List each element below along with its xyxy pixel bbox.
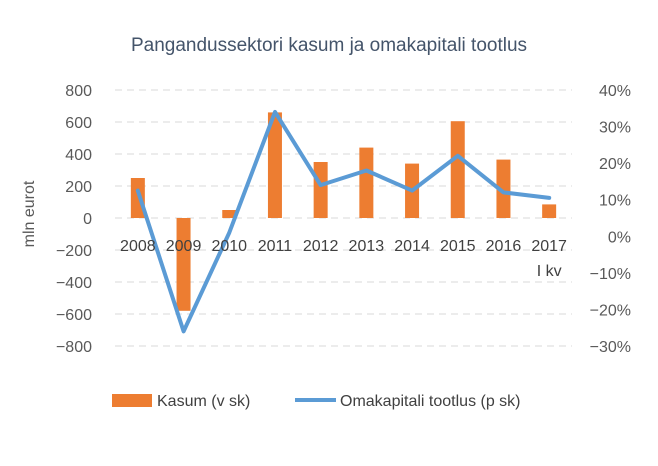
- x-tick-sublabel: I kv: [537, 263, 562, 280]
- right-tick-label: 20%: [599, 156, 631, 173]
- bar-series: [130, 112, 557, 311]
- right-tick-label: −30%: [590, 339, 631, 356]
- x-tick-label: 2017: [531, 238, 567, 255]
- x-tick-label: 2010: [211, 238, 247, 255]
- legend-label-omakapitali-tootlus: Omakapitali tootlus (p sk): [340, 393, 521, 410]
- right-tick-label: −10%: [590, 266, 631, 283]
- right-axis: 40% 30% 20% 10% 0% −10% −20% −30%: [590, 83, 631, 356]
- left-tick-label: −600: [56, 307, 92, 324]
- line-point-2010: [228, 232, 230, 234]
- legend-label-kasum: Kasum (v sk): [157, 393, 250, 410]
- line-point-2016: [502, 191, 504, 193]
- left-tick-label: −400: [56, 275, 92, 292]
- left-tick-label: 800: [65, 83, 92, 100]
- line-point-2011: [274, 111, 276, 113]
- right-tick-label: −20%: [590, 302, 631, 319]
- y-axis-label: mln eurot: [21, 180, 38, 247]
- bar-2015: [450, 121, 465, 218]
- left-tick-label: 200: [65, 179, 92, 196]
- right-tick-label: 30%: [599, 120, 631, 137]
- x-tick-label: 2016: [486, 238, 522, 255]
- bar-2009: [176, 218, 191, 311]
- x-tick-label: 2015: [440, 238, 476, 255]
- right-tick-label: 0%: [608, 229, 631, 246]
- x-tick-label: 2013: [349, 238, 385, 255]
- right-tick-label: 40%: [599, 83, 631, 100]
- bar-2012: [313, 162, 328, 218]
- left-tick-label: −200: [56, 243, 92, 260]
- line-point-2009: [183, 330, 185, 332]
- x-axis: 2008 2009 2010 2011 2012 2013 2014 2015 2016 2017…: [120, 238, 567, 280]
- line-point-2017: [548, 197, 550, 199]
- line-series: [135, 109, 552, 334]
- bar-2017: [542, 204, 557, 218]
- legend: Kasum (v sk) Omakapitali tootlus (p sk): [112, 393, 521, 410]
- right-tick-label: 10%: [599, 193, 631, 210]
- line-point-2012: [320, 184, 322, 186]
- left-tick-label: 600: [65, 115, 92, 132]
- chart-title: Pangandussektori kasum ja omakapitali to…: [131, 35, 527, 56]
- bar-2010: [222, 210, 237, 218]
- left-tick-label: −800: [56, 339, 92, 356]
- line-point-2013: [365, 169, 367, 171]
- left-tick-label: 400: [65, 147, 92, 164]
- bar-2011: [267, 112, 282, 218]
- bar-2016: [496, 159, 511, 218]
- line-point-2015: [457, 155, 459, 157]
- gridlines: [115, 89, 572, 347]
- x-tick-label: 2011: [258, 238, 293, 255]
- bar-2008: [130, 178, 145, 218]
- x-tick-label: 2014: [394, 238, 430, 255]
- x-tick-label: 2008: [120, 238, 156, 255]
- line-omakapitali-tootlus: [135, 109, 552, 334]
- legend-swatch-kasum: [112, 394, 152, 407]
- line-point-2008: [137, 190, 139, 192]
- x-tick-label: 2012: [303, 238, 339, 255]
- left-axis: 800 600 400 200 0 −200 −400 −600 −800: [56, 83, 92, 356]
- x-tick-label: 2009: [166, 238, 202, 255]
- bar-2013: [359, 147, 374, 218]
- left-tick-label: 0: [83, 211, 92, 228]
- line-point-2014: [411, 190, 413, 192]
